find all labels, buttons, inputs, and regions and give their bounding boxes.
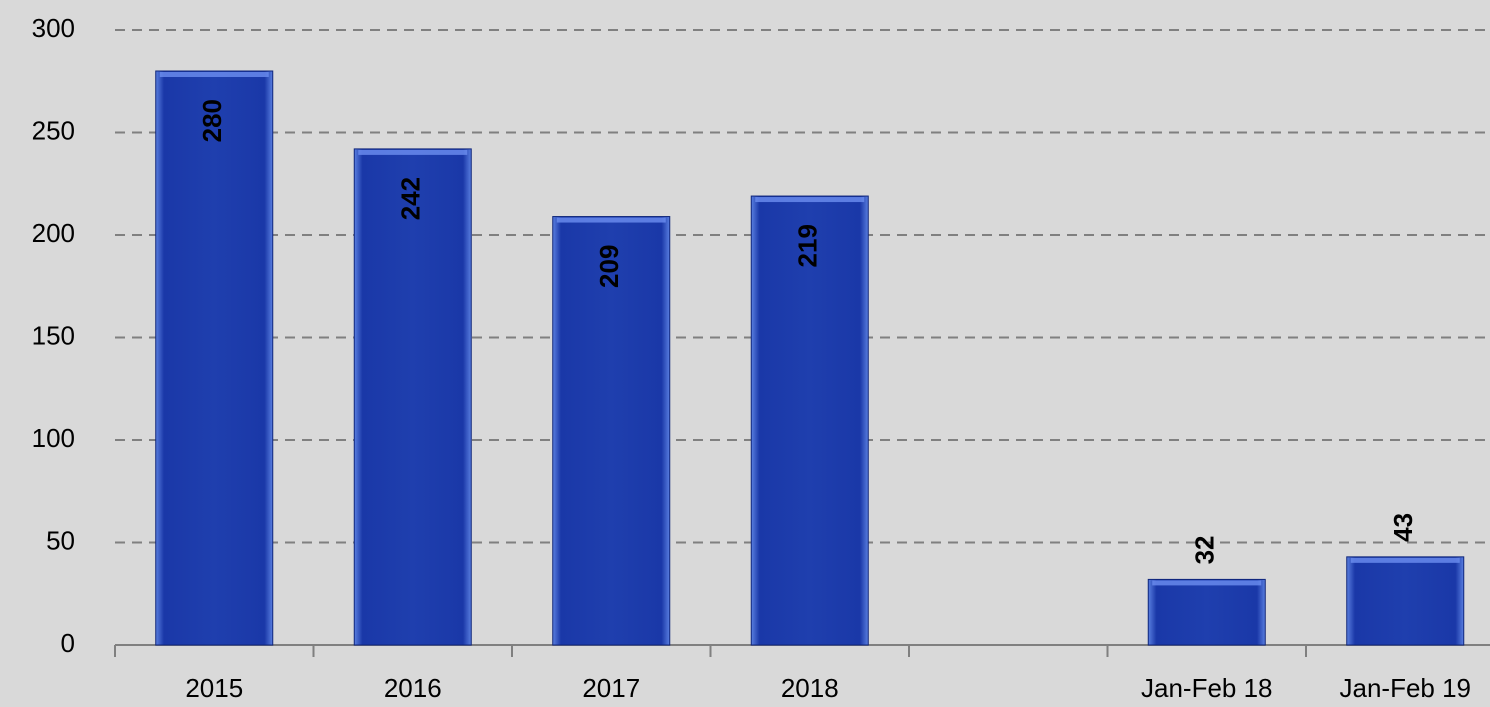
data-label: 32 [1190,535,1220,564]
y-tick-label: 250 [32,115,75,145]
y-tick-label: 150 [32,320,75,350]
bar-highlight [556,217,666,223]
data-label: 219 [793,224,823,267]
data-label: 280 [197,99,227,142]
x-tick-label: 2016 [384,673,442,703]
y-tick-label: 0 [61,628,75,658]
bar [1147,578,1266,646]
bar [552,216,671,646]
x-tick-label: 2015 [185,673,243,703]
x-tick-label: Jan-Feb 19 [1339,673,1471,703]
data-label: 209 [594,245,624,288]
bar-highlight [358,149,468,155]
bar [1346,556,1465,646]
data-label: 242 [396,177,426,220]
data-label: 43 [1388,513,1418,542]
bar-highlight [755,197,865,203]
y-tick-label: 200 [32,218,75,248]
bar [155,70,274,646]
bar [750,195,869,646]
x-tick-label: 2018 [781,673,839,703]
bar-highlight [159,72,269,77]
x-tick-label: 2017 [582,673,640,703]
bar [353,148,472,646]
y-tick-label: 300 [32,13,75,43]
y-tick-label: 100 [32,423,75,453]
bar-highlight [1152,580,1262,586]
bar-highlight [1350,557,1460,563]
y-tick-label: 50 [46,525,75,555]
x-tick-label: Jan-Feb 18 [1141,673,1273,703]
